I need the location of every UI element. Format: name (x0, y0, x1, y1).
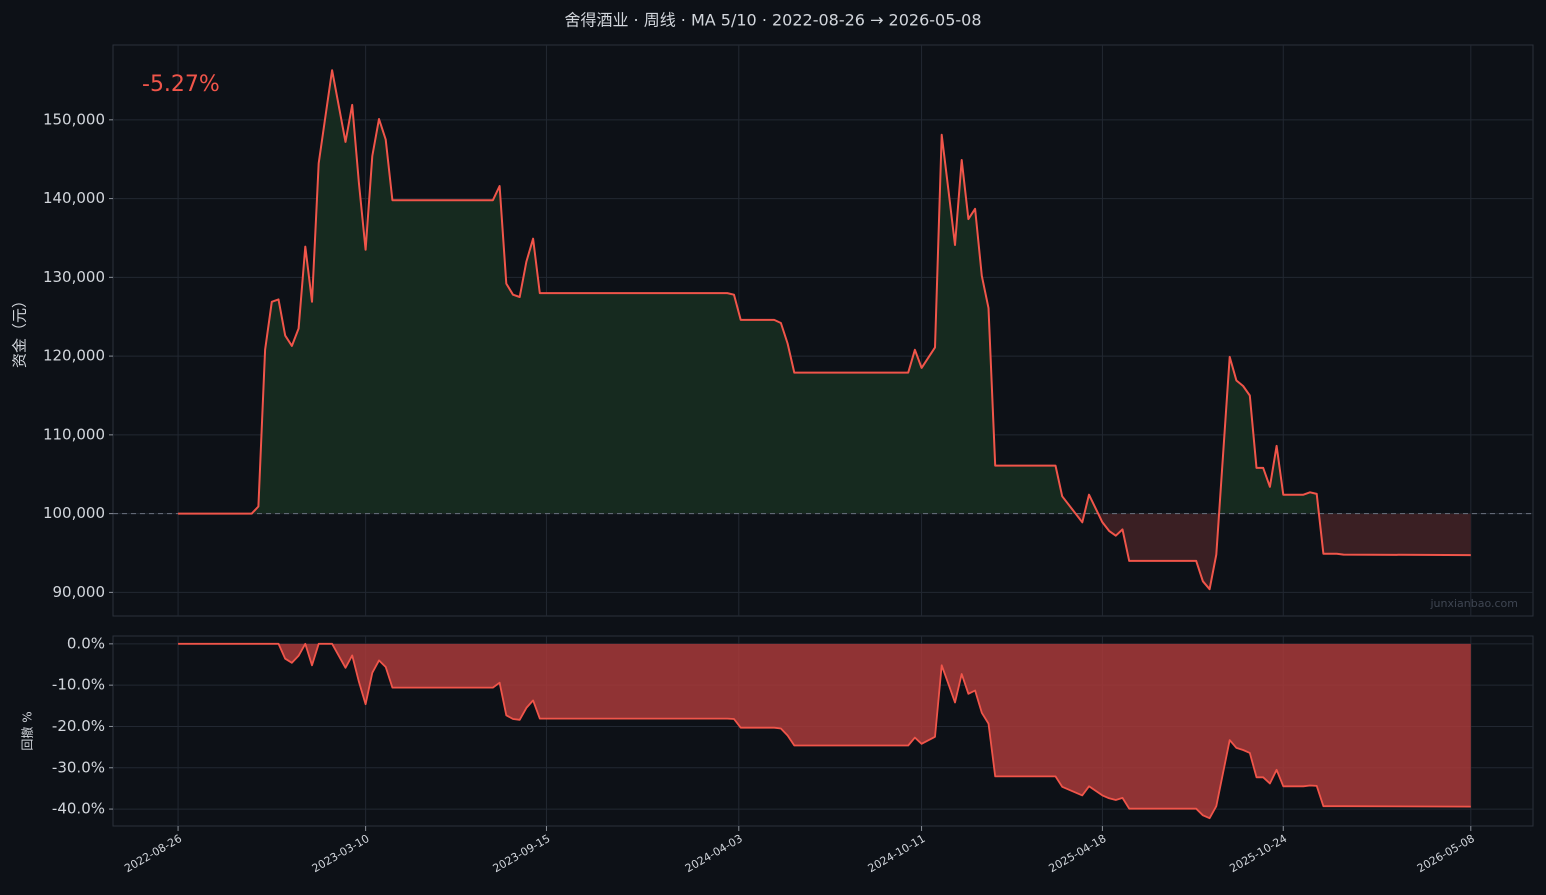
gain-area (178, 70, 1319, 514)
y-tick-label: 90,000 (53, 583, 106, 601)
y-tick-label: 150,000 (43, 110, 105, 128)
y-tick-label: 140,000 (43, 189, 105, 207)
y-tick-label: -10.0% (52, 676, 105, 694)
y-tick-label: 0.0% (67, 634, 105, 652)
y-axis-label: 回撤 % (20, 711, 35, 750)
drawdown-line (178, 642, 1471, 820)
loss-area (178, 513, 1471, 590)
equity-line (178, 69, 1471, 591)
x-tick-label: 2023-03-10 (310, 832, 372, 875)
y-tick-label: 110,000 (43, 425, 105, 443)
y-tick-label: -20.0% (52, 717, 105, 735)
chart-title: 舍得酒业 · 周线 · MA 5/10 · 2022-08-26 → 2026-… (564, 11, 981, 30)
x-tick-label: 2024-10-11 (866, 832, 928, 875)
y-axis-label: 资金（元） (11, 293, 29, 368)
x-tick-label: 2025-10-24 (1227, 832, 1289, 875)
y-tick-label: -30.0% (52, 758, 105, 776)
y-tick-label: -40.0% (52, 800, 105, 818)
y-tick-label: 120,000 (43, 347, 105, 365)
y-tick-label: 130,000 (43, 268, 105, 286)
x-tick-label: 2022-08-26 (122, 832, 184, 875)
return-annotation: -5.27% (142, 72, 220, 97)
y-tick-label: 100,000 (43, 504, 105, 522)
x-tick-label: 2023-09-15 (491, 832, 553, 875)
x-tick-label: 2026-05-08 (1415, 832, 1477, 875)
x-tick-label: 2025-04-18 (1047, 832, 1109, 875)
watermark: junxianbao.com (1429, 597, 1518, 610)
x-tick-label: 2024-04-03 (683, 832, 745, 875)
